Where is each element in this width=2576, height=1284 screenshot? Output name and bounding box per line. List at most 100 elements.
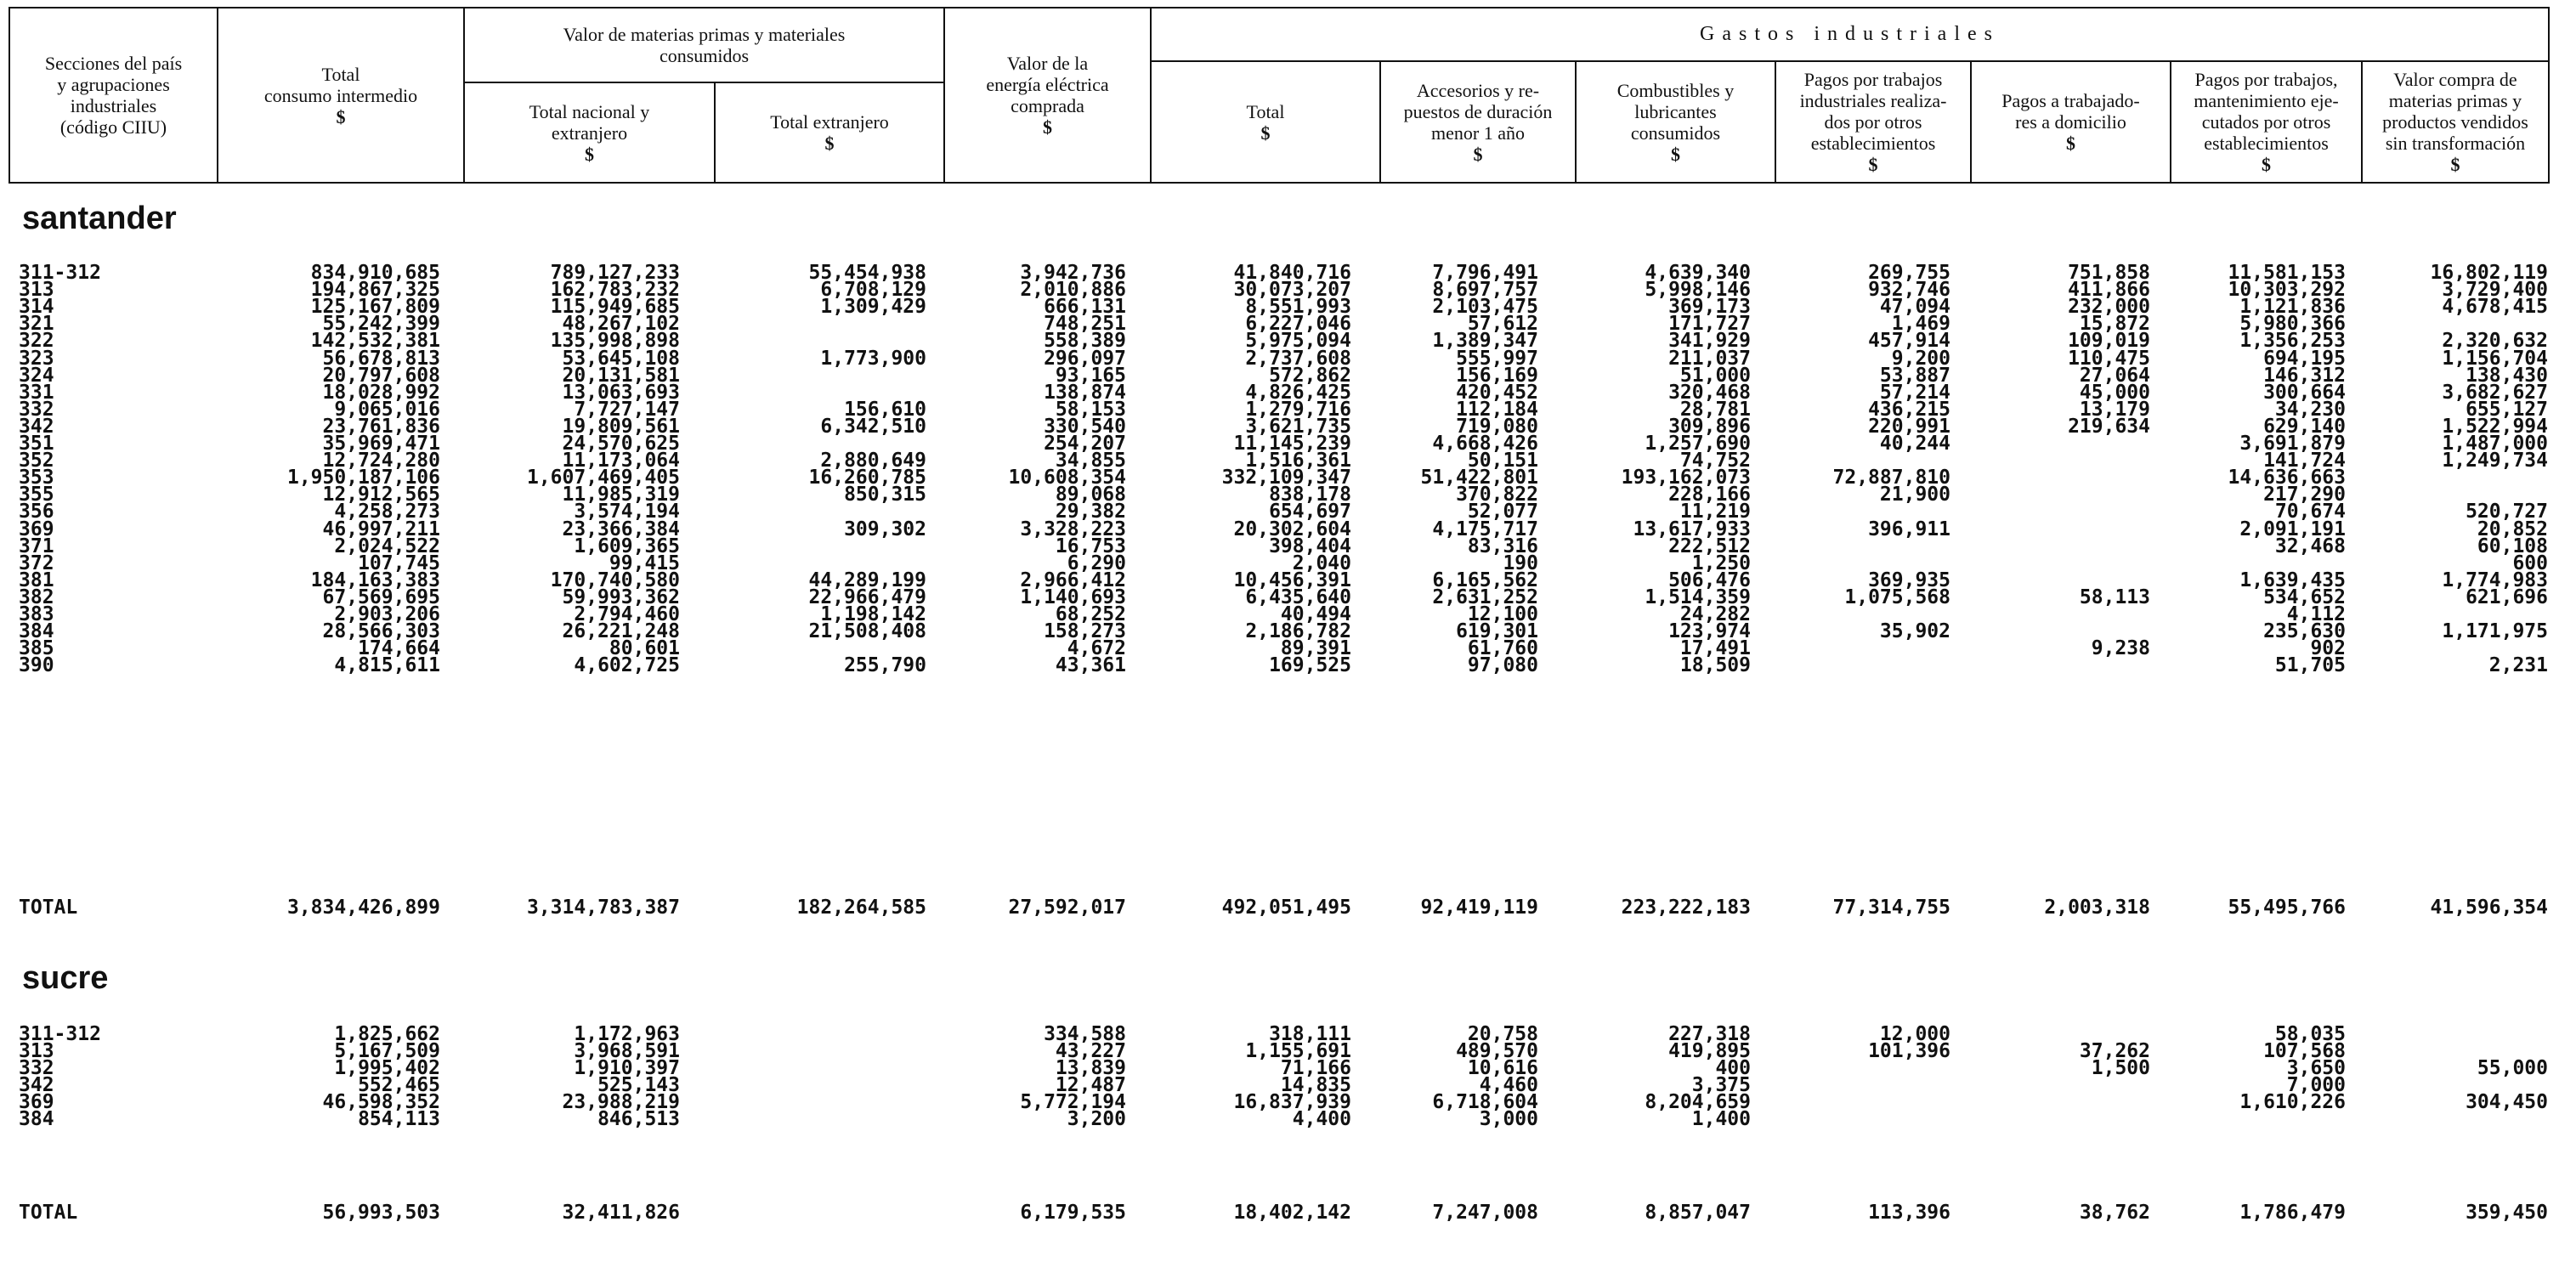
cell-c6: 4,175,717 (1432, 518, 1538, 540)
row-code: 332 (19, 1057, 54, 1079)
cell-c6: 489,570 (1456, 1040, 1538, 1062)
row-code: 382 (19, 585, 54, 608)
cell-c5: 10,456,391 (1233, 568, 1351, 591)
cell-c10: 300,664 (2263, 381, 2346, 404)
cell-c10: 1,639,435 (2239, 568, 2346, 591)
cell-c5: 2,186,782 (1245, 620, 1351, 643)
cell-c2: 1,910,397 (574, 1057, 680, 1079)
table-row: 384 28,566,303 26,221,248 21,508,408 158,273… (0, 620, 2576, 642)
cell-c1: 854,113 (358, 1108, 440, 1130)
cell-c4: 5,772,194 (1020, 1091, 1126, 1113)
cell-c11: 359,450 (2466, 1202, 2548, 1224)
cell-c2: 24,570,625 (562, 433, 680, 455)
row-code: 313 (19, 279, 54, 302)
cell-c9: 110,475 (2068, 347, 2150, 370)
cell-c8: 113,396 (1868, 1202, 1950, 1224)
table-row: 383 2,903,206 2,794,460 1,198,142 68,252 40,4… (0, 603, 2576, 625)
row-code: 321 (19, 313, 54, 336)
cell-c6: 3,000 (1479, 1108, 1538, 1130)
header-combustibles: Combustibles y lubricantes consumidos $ (1575, 60, 1776, 184)
row-code: 311-312 (19, 1023, 101, 1045)
cell-c3: 156,610 (844, 398, 926, 421)
header-group-materias: Valor de materias primas y materiales co… (463, 7, 945, 83)
cell-c10: 3,650 (2286, 1057, 2346, 1079)
table-row: 352 12,724,280 11,173,064 2,880,649 34,855 1,… (0, 450, 2576, 472)
cell-c7: 309,896 (1668, 415, 1751, 438)
cell-c3: 16,260,785 (808, 467, 926, 489)
cell-c5: 6,435,640 (1245, 585, 1351, 608)
cell-c6: 2,103,475 (1432, 296, 1538, 319)
total-label: TOTAL (19, 1202, 78, 1224)
table-row: 321 55,242,399 48,267,102 748,251 6,227,046 5… (0, 313, 2576, 335)
cell-c4: 12,487 (1055, 1074, 1126, 1096)
cell-c1: 56,678,813 (322, 347, 440, 370)
cell-c5: 20,302,604 (1233, 518, 1351, 540)
cell-c9: 109,019 (2068, 330, 2150, 353)
table-row: 355 12,912,565 11,985,319 850,315 89,068 838,… (0, 484, 2576, 506)
cell-c10: 11,581,153 (2228, 262, 2346, 284)
cell-c5: 6,227,046 (1245, 313, 1351, 336)
header-gastos-total: Total $ (1150, 60, 1381, 184)
cell-c10: 1,610,226 (2239, 1091, 2346, 1113)
cell-c9: 45,000 (2079, 381, 2150, 404)
cell-c11: 138,430 (2466, 364, 2548, 387)
cell-c2: 11,173,064 (562, 450, 680, 472)
cell-c3: 21,508,408 (808, 620, 926, 643)
cell-c6: 6,718,604 (1432, 1091, 1538, 1113)
cell-c11: 600 (2512, 551, 2548, 574)
cell-c6: 619,301 (1456, 620, 1538, 643)
cell-c4: 34,855 (1055, 450, 1126, 472)
cell-c3: 2,880,649 (820, 450, 926, 472)
header-valor-compra: Valor compra de materias primas y produc… (2361, 60, 2550, 184)
cell-c1: 23,761,836 (322, 415, 440, 438)
cell-c5: 1,516,361 (1245, 450, 1351, 472)
cell-c6: 57,612 (1467, 313, 1538, 336)
cell-c2: 59,993,362 (562, 585, 680, 608)
cell-c7: 123,974 (1668, 620, 1751, 643)
header-seccion: Secciones del país y agrupaciones indust… (8, 7, 218, 184)
row-code: 313 (19, 1040, 54, 1062)
cell-c4: 6,290 (1067, 551, 1126, 574)
cell-c4: 43,361 (1055, 654, 1126, 677)
row-code: 322 (19, 330, 54, 353)
cell-c10: 141,724 (2263, 450, 2346, 472)
cell-c4: 58,153 (1055, 398, 1126, 421)
cell-c5: 332,109,347 (1221, 467, 1351, 489)
header-nacional: Total nacional y extranjero $ (463, 82, 716, 184)
cell-c5: 2,737,608 (1245, 347, 1351, 370)
cell-c1: 2,903,206 (334, 603, 440, 625)
cell-c10: 1,356,253 (2239, 330, 2346, 353)
cell-c3: 1,309,429 (820, 296, 926, 319)
cell-c6: 20,758 (1467, 1023, 1538, 1045)
cell-c6: 719,080 (1456, 415, 1538, 438)
cell-c10: 3,691,879 (2239, 433, 2346, 455)
cell-c11: 3,682,627 (2442, 381, 2548, 404)
cell-c5: 838,178 (1269, 484, 1351, 506)
cell-c7: 18,509 (1679, 654, 1751, 677)
cell-c4: 558,389 (1044, 330, 1126, 353)
cell-c5: 4,826,425 (1245, 381, 1351, 404)
cell-c8: 1,075,568 (1844, 585, 1950, 608)
table-row: 342 552,465 525,143 12,487 14,835 4,460 3,375 7… (0, 1074, 2576, 1096)
cell-c5: 14,835 (1280, 1074, 1351, 1096)
cell-c10: 7,000 (2286, 1074, 2346, 1096)
row-code: 390 (19, 654, 54, 677)
cell-c2: 525,143 (597, 1074, 680, 1096)
cell-c10: 534,652 (2263, 585, 2346, 608)
table-row: 313 5,167,509 3,968,591 43,227 1,155,691 489,… (0, 1040, 2576, 1062)
cell-c1: 46,997,211 (322, 518, 440, 540)
cell-c11: 41,596,354 (2430, 897, 2548, 919)
cell-c2: 7,727,147 (574, 398, 680, 421)
cell-c8: 21,900 (1879, 484, 1950, 506)
cell-c9: 1,500 (2091, 1057, 2150, 1079)
cell-c4: 3,942,736 (1020, 262, 1126, 284)
table-row: 351 35,969,471 24,570,625 254,207 11,145,239… (0, 433, 2576, 455)
table-row: 323 56,678,813 53,645,108 1,773,900 296,097 2… (0, 348, 2576, 370)
cell-c11: 520,727 (2466, 501, 2548, 523)
total-row: TOTAL 3,834,426,899 3,314,783,387 182,264,5… (0, 897, 2576, 919)
cell-c10: 32,468 (2274, 535, 2346, 557)
cell-c4: 334,588 (1044, 1023, 1126, 1045)
cell-c5: 11,145,239 (1233, 433, 1351, 455)
cell-c10: 51,705 (2274, 654, 2346, 677)
cell-c2: 2,794,460 (574, 603, 680, 625)
